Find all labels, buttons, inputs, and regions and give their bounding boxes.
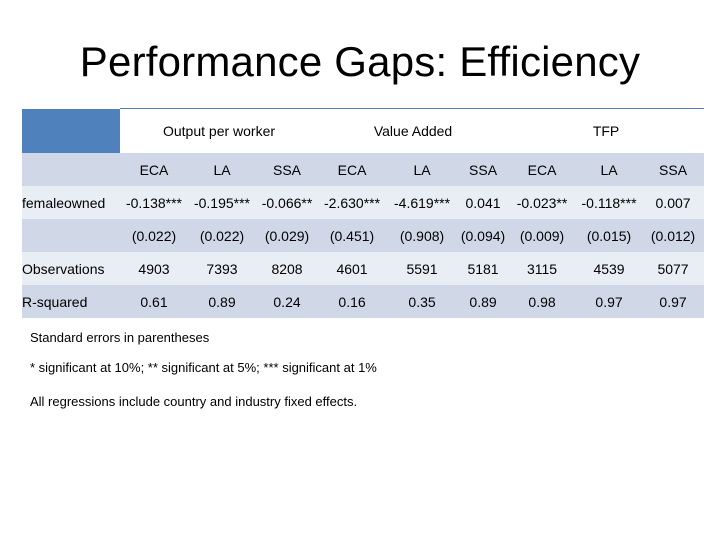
observations-cell: 4539: [576, 252, 643, 285]
subheader-cell: LA: [576, 153, 643, 186]
observations-cell: 4903: [120, 252, 188, 285]
row-label: Observations: [22, 252, 120, 285]
coefficient-cell: -0.023**: [508, 186, 577, 219]
row-label: R-squared: [22, 285, 120, 318]
subheader-cell: LA: [386, 153, 459, 186]
table-row-r-squared: R-squared 0.61 0.89 0.24 0.16 0.35 0.89 …: [22, 285, 705, 318]
subheader-cell: SSA: [458, 153, 509, 186]
r-squared-cell: 0.89: [458, 285, 509, 318]
stderr-cell: (0.451): [318, 219, 387, 252]
r-squared-cell: 0.35: [386, 285, 459, 318]
slide-title: Performance Gaps: Efficiency: [79, 38, 641, 85]
r-squared-cell: 0.89: [188, 285, 256, 318]
observations-cell: 5181: [458, 252, 509, 285]
stderr-cell: (0.029): [256, 219, 319, 252]
observations-cell: 5077: [642, 252, 705, 285]
group-header-tfp: TFP: [508, 108, 705, 153]
stderr-cell: (0.908): [386, 219, 459, 252]
note-standard-errors: Standard errors in parentheses: [30, 330, 210, 345]
note-fixed-effects: All regressions include country and indu…: [30, 394, 358, 409]
observations-cell: 7393: [188, 252, 256, 285]
observations-cell: 5591: [386, 252, 459, 285]
r-squared-cell: 0.97: [576, 285, 643, 318]
observations-cell: 8208: [256, 252, 319, 285]
subheader-cell: ECA: [508, 153, 577, 186]
stderr-cell: (0.022): [120, 219, 188, 252]
subheader-cell: SSA: [642, 153, 705, 186]
r-squared-cell: 0.61: [120, 285, 188, 318]
stderr-cell: (0.012): [642, 219, 705, 252]
stderr-cell: (0.022): [188, 219, 256, 252]
subheader-row: ECA LA SSA ECA LA SSA ECA LA SSA: [22, 153, 705, 186]
regression-results-table: Output per worker Value Added TFP ECA LA…: [22, 108, 705, 318]
observations-cell: 3115: [508, 252, 577, 285]
observations-cell: 4601: [318, 252, 387, 285]
subheader-cell: ECA: [120, 153, 188, 186]
r-squared-cell: 0.98: [508, 285, 577, 318]
r-squared-cell: 0.24: [256, 285, 319, 318]
group-header-output-per-worker: Output per worker: [120, 108, 319, 153]
coefficient-cell: -0.066**: [256, 186, 319, 219]
table-row-observations: Observations 4903 7393 8208 4601 5591 51…: [22, 252, 705, 285]
coefficient-cell: -0.138***: [120, 186, 188, 219]
subheader-cell: SSA: [256, 153, 319, 186]
coefficient-cell: -0.118***: [576, 186, 643, 219]
group-header-row: Output per worker Value Added TFP: [22, 108, 705, 153]
stderr-cell: (0.015): [576, 219, 643, 252]
group-header-value-added: Value Added: [318, 108, 509, 153]
coefficient-cell: 0.007: [642, 186, 705, 219]
r-squared-cell: 0.16: [318, 285, 387, 318]
stderr-cell: (0.009): [508, 219, 577, 252]
table-row-femaleowned: femaleowned -0.138*** -0.195*** -0.066**…: [22, 186, 705, 219]
note-significance-levels: * significant at 10%; ** significant at …: [30, 360, 377, 375]
stderr-cell: (0.094): [458, 219, 509, 252]
coefficient-cell: 0.041: [458, 186, 509, 219]
row-label: femaleowned: [22, 186, 120, 219]
subheader-cell: ECA: [318, 153, 387, 186]
row-label: [22, 219, 120, 252]
table-row-standard-errors: (0.022) (0.022) (0.029) (0.451) (0.908) …: [22, 219, 705, 252]
r-squared-cell: 0.97: [642, 285, 705, 318]
subheader-label-cell: [22, 153, 120, 186]
coefficient-cell: -0.195***: [188, 186, 256, 219]
coefficient-cell: -2.630***: [318, 186, 387, 219]
coefficient-cell: -4.619***: [386, 186, 459, 219]
header-corner-cell: [22, 108, 120, 153]
subheader-cell: LA: [188, 153, 256, 186]
